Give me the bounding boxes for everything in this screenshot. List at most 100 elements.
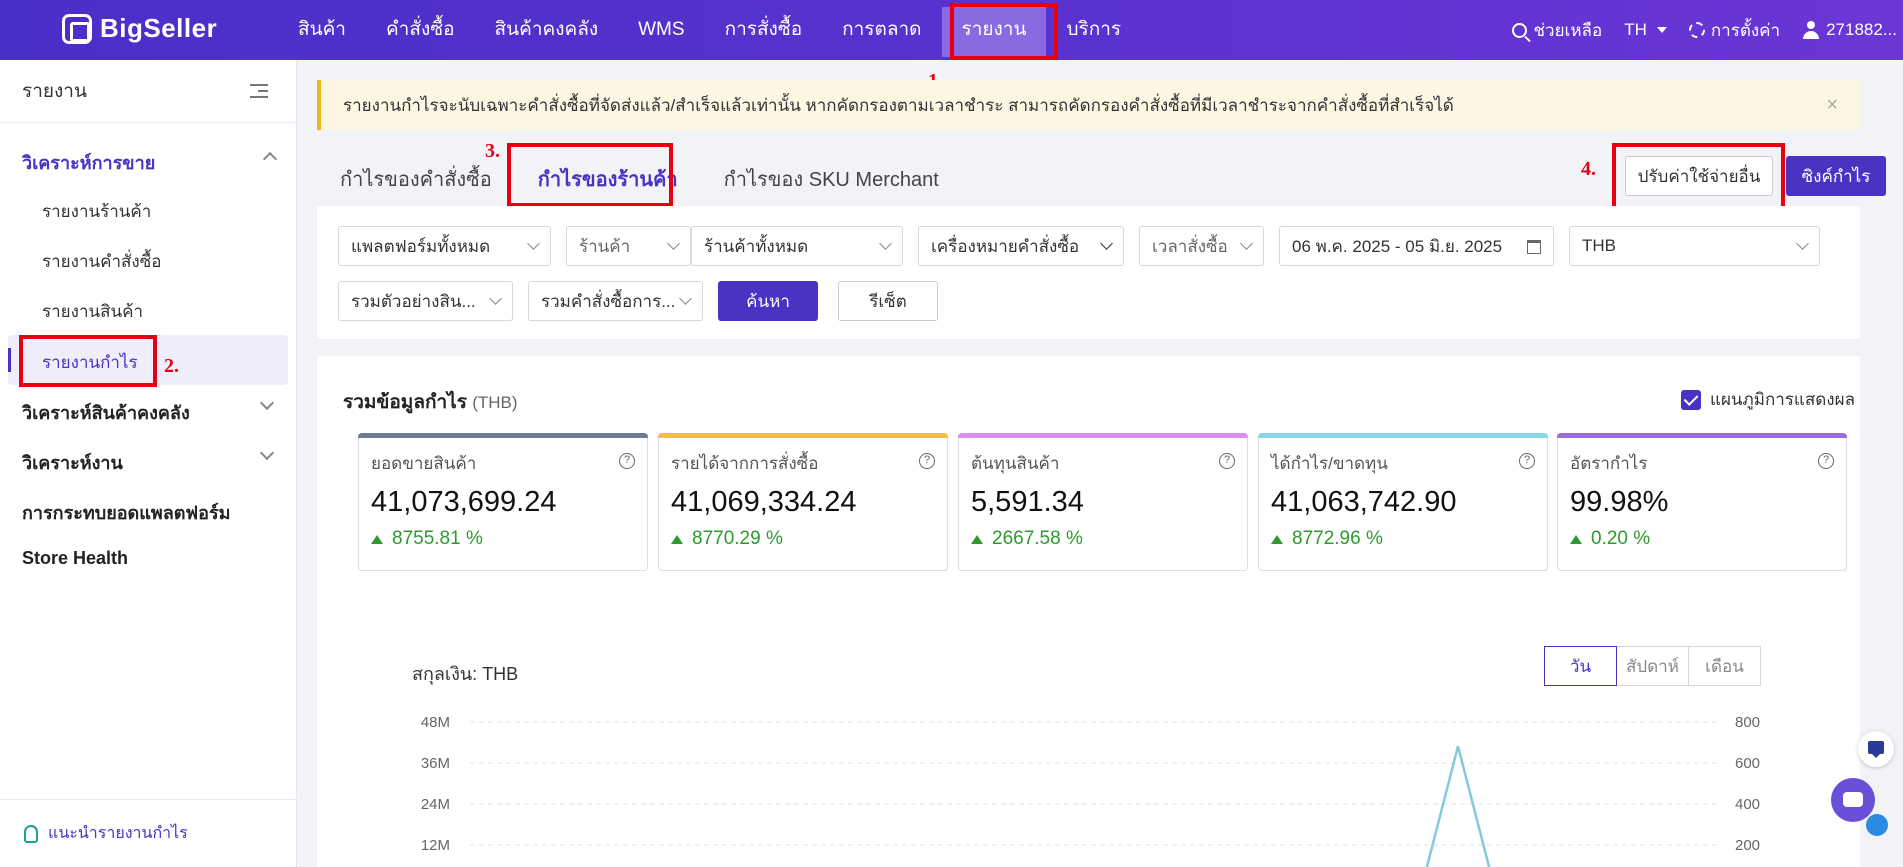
chevron-down-icon xyxy=(1240,237,1253,250)
profit-series-line xyxy=(1425,745,1491,867)
help-link[interactable]: ช่วยเหลือ xyxy=(1512,17,1602,44)
card-delta: 8770.29 % xyxy=(671,528,783,550)
order-mark-select[interactable]: เครื่องหมายคำสั่งซื้อ xyxy=(918,226,1124,266)
period-month-button[interactable]: เดือน xyxy=(1688,646,1761,686)
profit-report-guide-link[interactable]: แนะนำรายงานกำไร xyxy=(0,799,297,867)
sidebar-group-inventory-analysis[interactable]: วิเคราะห์สินค้าคงคลัง xyxy=(22,395,275,427)
nav-item-reports[interactable]: รายงาน xyxy=(941,7,1047,57)
chevron-down-icon xyxy=(667,237,680,250)
sidebar-item-order-report[interactable]: รายงานคำสั่งซื้อ xyxy=(42,252,162,271)
sidebar-item-product-report[interactable]: รายงานสินค้า xyxy=(42,302,144,321)
tab-order-profit[interactable]: กำไรของคำสั่งซื้อ xyxy=(340,169,492,191)
platform-select[interactable]: แพลตฟอร์มทั้งหมด xyxy=(338,226,551,266)
notice-text: รายงานกำไรจะนับเฉพาะคำสั่งซื้อที่จัดส่งแ… xyxy=(343,95,1454,115)
help-icon[interactable]: ? xyxy=(1519,453,1535,469)
shop-type-select[interactable]: ร้านค้า xyxy=(566,226,691,266)
help-icon[interactable]: ? xyxy=(1219,453,1235,469)
card-value: 41,069,334.24 xyxy=(671,486,857,518)
logo-text: BigSeller xyxy=(100,13,218,43)
sidebar-title: รายงาน xyxy=(22,81,87,102)
sidebar-active-background xyxy=(8,335,288,385)
annotation-3: 3. xyxy=(485,140,500,162)
include-orders-select[interactable]: รวมคำสั่งซื้อการ... xyxy=(528,281,703,321)
chevron-down-icon xyxy=(679,292,692,305)
help-icon[interactable]: ? xyxy=(619,453,635,469)
period-toggle: วัน สัปดาห์ เดือน xyxy=(1544,646,1761,686)
card-accent xyxy=(358,433,648,438)
feedback-button[interactable] xyxy=(1858,731,1894,767)
card-accent xyxy=(958,433,1248,438)
card-label: อัตรากำไร xyxy=(1570,454,1648,473)
chart-ticks: 48M 8000% 36M 6000% 24M 4000% 12M 2000% xyxy=(421,714,1760,854)
y-axis-right-tick: 8000% xyxy=(1735,714,1760,731)
bigseller-logo[interactable]: BigSeller xyxy=(62,13,217,44)
chevron-down-icon xyxy=(1796,237,1809,250)
platform-value: แพลตฟอร์มทั้งหมด xyxy=(351,236,491,256)
gear-icon xyxy=(1688,22,1705,38)
help-icon[interactable]: ? xyxy=(1818,453,1834,469)
time-type-value: เวลาสั่งซื้อ xyxy=(1152,236,1228,256)
card-delta: 2667.58 % xyxy=(971,528,1083,550)
card-accent xyxy=(1557,433,1847,438)
sidebar-group-store-health[interactable]: Store Health xyxy=(22,548,129,568)
nav-item-purchasing[interactable]: การสั่งซื้อ xyxy=(724,19,803,40)
summary-title-text: รวมข้อมูลกำไร xyxy=(343,392,467,413)
chart-toggle[interactable]: แผนภูมิการแสดงผล xyxy=(1681,386,1855,413)
tab-shop-profit[interactable]: กำไรของร้านค้า xyxy=(537,169,678,191)
main-nav: สินค้า คำสั่งซื้อ สินค้าคงคลัง WMS การสั… xyxy=(278,0,1141,60)
period-week-button[interactable]: สัปดาห์ xyxy=(1616,646,1689,686)
currency-select[interactable]: THB xyxy=(1569,226,1820,266)
nav-item-inventory[interactable]: สินค้าคงคลัง xyxy=(494,19,599,40)
nav-item-orders[interactable]: คำสั่งซื้อ xyxy=(385,19,455,40)
nav-item-wms[interactable]: WMS xyxy=(638,19,685,40)
sidebar-item-shop-report[interactable]: รายงานร้านค้า xyxy=(42,202,152,221)
arrow-up-icon xyxy=(671,534,683,544)
emoji-icon[interactable] xyxy=(1866,814,1888,836)
annotation-4: 4. xyxy=(1581,158,1596,180)
metric-card-product-cost: ต้นทุนสินค้า ? 5,591.34 2667.58 % xyxy=(958,433,1248,571)
sidebar-group-work-analysis[interactable]: วิเคราะห์งาน xyxy=(22,445,275,477)
card-delta: 8755.81 % xyxy=(371,528,483,550)
card-value: 41,063,742.90 xyxy=(1271,486,1457,518)
card-delta-value: 2667.58 % xyxy=(992,528,1083,549)
sidebar-group-platform-reconciliation[interactable]: การกระทบยอดแพลตฟอร์ม xyxy=(22,503,231,523)
chat-icon xyxy=(1843,792,1863,807)
y-axis-right-tick: 4000% xyxy=(1735,796,1760,813)
shop-select[interactable]: ร้านค้าทั้งหมด xyxy=(691,226,903,266)
include-samples-select[interactable]: รวมตัวอย่างสิน... xyxy=(338,281,513,321)
tab-sku-merchant-profit[interactable]: กำไรของ SKU Merchant xyxy=(723,169,939,191)
settings-label: การตั้งค่า xyxy=(1710,20,1781,40)
settings-link[interactable]: การตั้งค่า xyxy=(1688,17,1781,44)
sync-profit-button[interactable]: ซิงค์กำไร xyxy=(1786,156,1886,196)
summary-unit: (THB) xyxy=(472,393,518,412)
card-delta-value: 0.20 % xyxy=(1591,528,1651,549)
nav-item-services[interactable]: บริการ xyxy=(1066,19,1122,40)
arrow-up-icon xyxy=(1570,534,1582,544)
chat-support-button[interactable] xyxy=(1831,778,1875,822)
chart-grid xyxy=(470,721,1720,846)
user-menu[interactable]: 271882... xyxy=(1802,20,1897,40)
card-value: 99.98% xyxy=(1570,486,1669,518)
sidebar-item-profit-report[interactable]: รายงานกำไร xyxy=(42,353,138,372)
nav-item-marketing[interactable]: การตลาด xyxy=(842,19,922,40)
reset-button[interactable]: รีเซ็ต xyxy=(838,281,938,321)
chart-series xyxy=(1425,745,1491,867)
time-type-select[interactable]: เวลาสั่งซื้อ xyxy=(1139,226,1264,266)
search-button[interactable]: ค้นหา xyxy=(718,281,818,321)
period-day-button[interactable]: วัน xyxy=(1544,646,1617,686)
adjust-other-expenses-button[interactable]: ปรับค่าใช้จ่ายอื่น xyxy=(1625,156,1773,196)
metric-card-order-revenue: รายได้จากการสั่งซื้อ ? 41,069,334.24 877… xyxy=(658,433,948,571)
chart-currency: สกุลเงิน: THB xyxy=(412,659,518,688)
date-range-picker[interactable]: 06 พ.ค. 2025 - 05 มิ.ย. 2025 xyxy=(1279,226,1554,266)
sidebar-active-indicator xyxy=(8,348,11,372)
language-select[interactable]: TH xyxy=(1624,20,1667,40)
highlight-box-reports xyxy=(950,3,1058,60)
metric-card-profit-loss: ได้กำไร/ขาดทุน ? 41,063,742.90 8772.96 % xyxy=(1258,433,1548,571)
collapse-menu-icon[interactable] xyxy=(250,84,268,98)
sidebar-group-sales-analysis[interactable]: วิเคราะห์การขาย xyxy=(22,148,278,177)
help-icon[interactable]: ? xyxy=(919,453,935,469)
checkbox-checked-icon[interactable] xyxy=(1681,389,1702,410)
nav-item-products[interactable]: สินค้า xyxy=(298,19,346,40)
close-icon[interactable]: × xyxy=(1826,94,1838,116)
metric-card-profit-margin: อัตรากำไร ? 99.98% 0.20 % xyxy=(1557,433,1847,571)
